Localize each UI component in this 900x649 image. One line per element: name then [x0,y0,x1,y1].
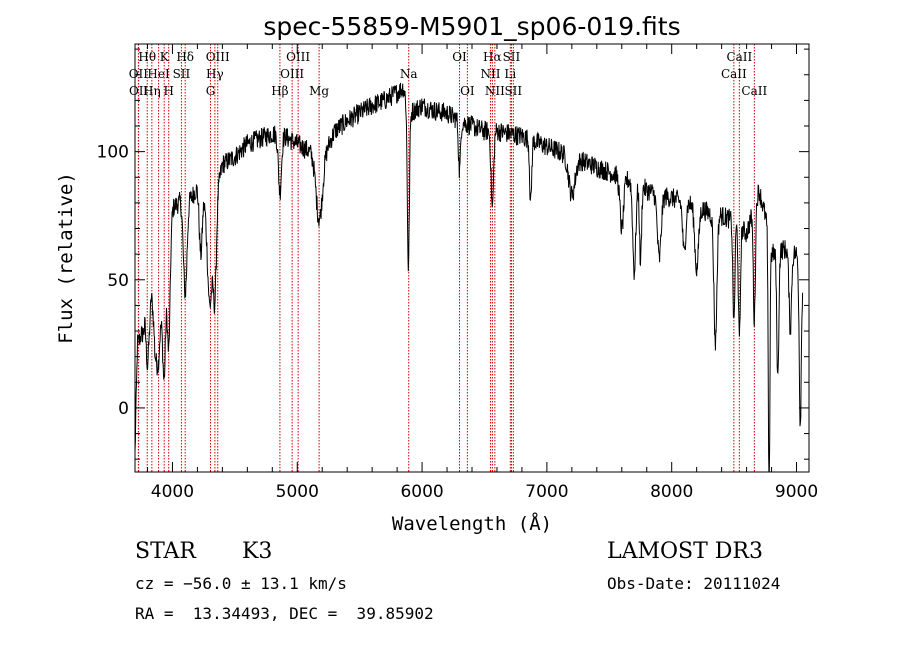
line-label-22: SII [503,50,521,64]
line-label-24: SII [504,84,522,98]
line-label-2: OII [129,84,149,98]
line-label-9: OIII [206,50,230,64]
axis-ticks: 4000 5000 6000 7000 8000 9000 0 50 100 [97,44,818,502]
y-axis-label: Flux (relative) [55,172,77,344]
x-tick-label-4: 8000 [650,482,693,502]
line-label-17: OI [452,50,467,64]
line-label-6: H [163,84,173,98]
spectrum-line [134,82,804,473]
line-label-21: NII [485,84,505,98]
object-subclass: K3 [242,539,273,564]
x-tick-label-2: 6000 [400,482,443,502]
line-label-27: CaII [741,84,767,98]
line-label-25: CaII [726,50,752,64]
redshift-velocity: cz = −56.0 ± 13.1 km/s [135,574,347,593]
x-tick-label-0: 4000 [151,482,194,502]
x-tick-label-3: 7000 [525,482,568,502]
line-label-19: Hα [483,50,502,64]
line-label-13: OIII [286,50,310,64]
line-label-16: Na [400,67,418,81]
line-label-5: Hη [143,84,161,98]
line-label-3: K [160,50,170,64]
line-label-18: OI [460,84,475,98]
x-axis-label: Wavelength (Å) [392,512,552,535]
coordinates: RA = 13.34493, DEC = 39.85902 [135,604,434,623]
line-label-11: G [206,84,216,98]
line-label-15: Mg [309,84,329,98]
line-label-12: Hβ [271,84,288,98]
object-class: STAR [135,539,196,564]
line-label-14: OIII [280,67,304,81]
spectrum-series [134,82,804,473]
x-tick-label-1: 5000 [276,482,319,502]
x-tick-label-5: 9000 [775,482,818,502]
line-label-8: SII [173,67,191,81]
observation-date: Obs-Date: 20111024 [607,574,781,593]
y-tick-label-2: 100 [97,143,129,163]
line-label-4: HeI [147,67,170,81]
y-tick-label-1: 50 [107,271,129,291]
line-label-7: Hδ [176,50,194,64]
y-tick-label-0: 0 [118,399,129,419]
survey-name: LAMOST DR3 [607,539,763,564]
line-label-10: Hγ [206,67,224,81]
line-label-0: Hθ [138,50,156,64]
line-label-20: NII [480,67,500,81]
plot-frame [134,43,810,473]
line-label-23: Li [504,67,516,81]
line-label-26: CaII [721,67,747,81]
chart-title: spec-55859-M5901_sp06-019.fits [263,12,680,41]
